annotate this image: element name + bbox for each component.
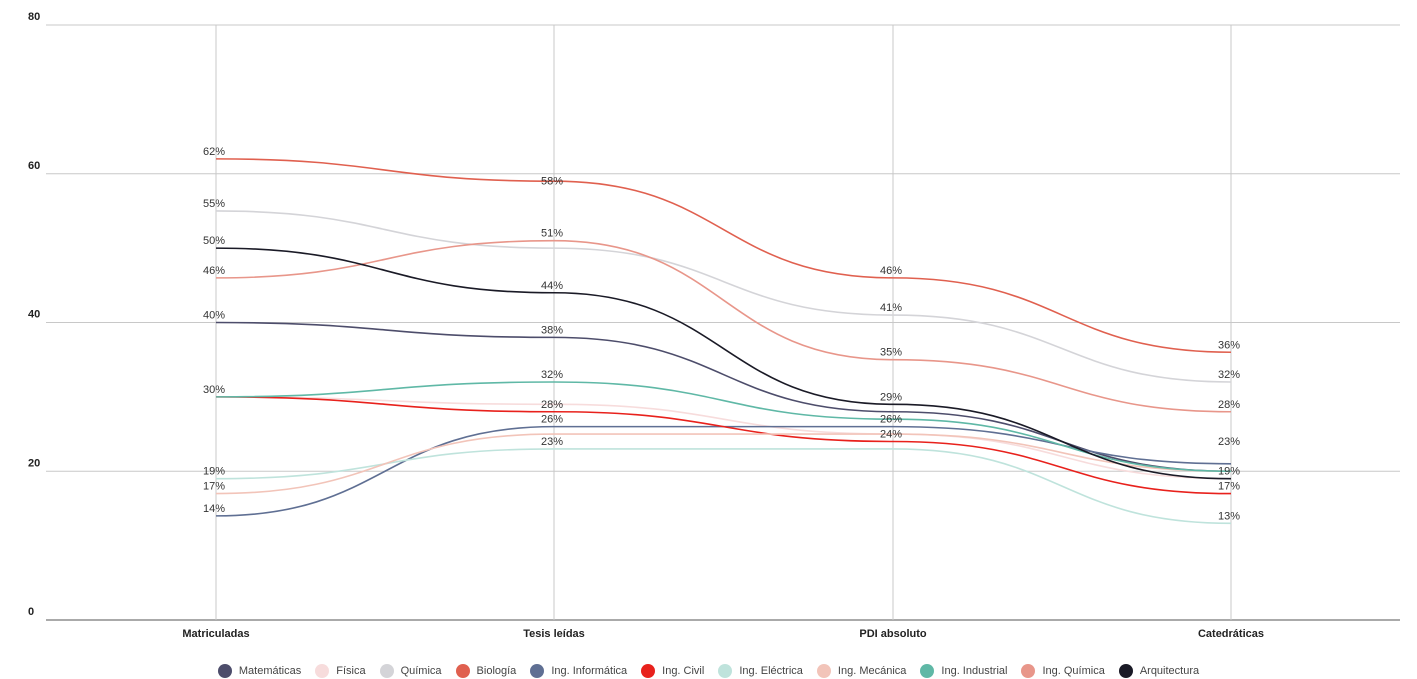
data-label: 19% — [203, 466, 225, 478]
legend-label: Arquitectura — [1139, 665, 1200, 677]
legend-label: Física — [336, 665, 366, 677]
legend-item: Ing. Industrial — [920, 664, 1007, 678]
legend-item: Química — [379, 664, 442, 678]
data-label: 32% — [1218, 369, 1240, 381]
data-label: 32% — [541, 369, 563, 381]
data-label: 44% — [541, 280, 563, 292]
legend-swatch-icon — [1118, 664, 1133, 678]
legend-label: Ing. Informática — [551, 665, 628, 677]
legend-swatch-icon — [315, 664, 330, 678]
data-label: 40% — [203, 310, 225, 322]
legend-label: Matemáticas — [238, 665, 302, 677]
data-labels: 62% 55% 50% 46% 40% 30% 19% 17% 14% 58% 51% 44% 38% 3… — [203, 146, 1240, 522]
data-label: 36% — [1218, 339, 1240, 351]
series-line-quimica — [215, 210, 1232, 383]
legend-swatch-icon — [455, 664, 470, 678]
legend-item: Arquitectura — [1118, 664, 1200, 678]
series-line-ing-mecanica — [215, 433, 1232, 495]
data-label: 50% — [203, 235, 225, 247]
data-label: 14% — [203, 503, 225, 515]
legend-item: Ing. Civil — [641, 664, 704, 678]
series-lines — [215, 158, 1232, 525]
x-tick-label: Matriculadas — [182, 628, 249, 640]
legend-label: Ing. Eléctrica — [739, 665, 803, 677]
x-tick-label: Catedráticas — [1198, 628, 1264, 640]
data-label: 19% — [1218, 466, 1240, 478]
series-line-ing-quimica — [215, 239, 1232, 413]
chart-legend: Matemáticas Física Química Biología Ing. Inf… — [0, 663, 1417, 679]
legend-label: Química — [400, 665, 442, 677]
legend-swatch-icon — [816, 664, 831, 678]
legend-item: Ing. Química — [1021, 664, 1105, 678]
legend-item: Ing. Informática — [530, 664, 627, 678]
legend-item: Biología — [455, 664, 517, 678]
legend-label: Ing. Química — [1042, 665, 1105, 677]
data-label: 30% — [203, 384, 225, 396]
data-label: 46% — [880, 265, 902, 277]
data-label: 17% — [1218, 481, 1240, 493]
data-label: 41% — [880, 302, 902, 314]
legend-label: Ing. Industrial — [941, 665, 1008, 677]
y-tick-label: 20 — [28, 457, 40, 469]
series-line-arquitectura — [215, 247, 1232, 480]
legend-swatch-icon — [718, 664, 733, 678]
data-label: 35% — [880, 347, 902, 359]
legend-swatch-icon — [920, 664, 935, 678]
series-line-ing-civil — [215, 396, 1232, 495]
y-tick-label: 60 — [28, 160, 40, 172]
y-tick-label: 40 — [28, 309, 40, 321]
data-label: 26% — [541, 414, 563, 426]
legend-item: Física — [315, 664, 366, 678]
legend-item: Ing. Mecánica — [816, 664, 907, 678]
y-tick-label: 80 — [28, 11, 40, 23]
legend-swatch-icon — [217, 664, 232, 678]
legend-swatch-icon — [1021, 664, 1036, 678]
data-label: 38% — [541, 324, 563, 336]
x-tick-label: PDI absoluto — [859, 628, 927, 640]
axis-labels: 0 20 40 60 80 Matriculadas Tesis leídas PDI abs… — [28, 11, 1264, 640]
data-label: 26% — [880, 414, 902, 426]
data-label: 17% — [203, 481, 225, 493]
data-label: 28% — [1218, 399, 1240, 411]
data-label: 13% — [1218, 510, 1240, 522]
data-label: 46% — [203, 265, 225, 277]
data-label: 51% — [541, 228, 563, 240]
data-label: 55% — [203, 198, 225, 210]
legend-swatch-icon — [641, 664, 656, 678]
series-line-fisica — [215, 396, 1232, 480]
legend-label: Ing. Mecánica — [837, 665, 907, 677]
data-label: 28% — [541, 399, 563, 411]
legend-item: Ing. Eléctrica — [718, 664, 803, 678]
legend-label: Biología — [476, 665, 517, 677]
data-label: 29% — [880, 391, 902, 403]
data-label: 23% — [541, 436, 563, 448]
data-label: 24% — [880, 429, 902, 441]
legend-label: Ing. Civil — [662, 665, 705, 677]
data-label: 62% — [203, 146, 225, 158]
series-line-biologia — [215, 158, 1232, 354]
legend-item: Matemáticas — [217, 664, 302, 678]
data-label: 58% — [541, 176, 563, 188]
x-tick-label: Tesis leídas — [523, 628, 585, 640]
series-line-ing-industrial — [215, 381, 1232, 473]
chart-canvas: 62% 55% 50% 46% 40% 30% 19% 17% 14% 58% 51% 44% 38% 3… — [28, 11, 1400, 640]
legend-swatch-icon — [379, 664, 394, 678]
y-tick-label: 0 — [28, 606, 34, 618]
legend-swatch-icon — [530, 664, 545, 678]
data-label: 23% — [1218, 436, 1240, 448]
